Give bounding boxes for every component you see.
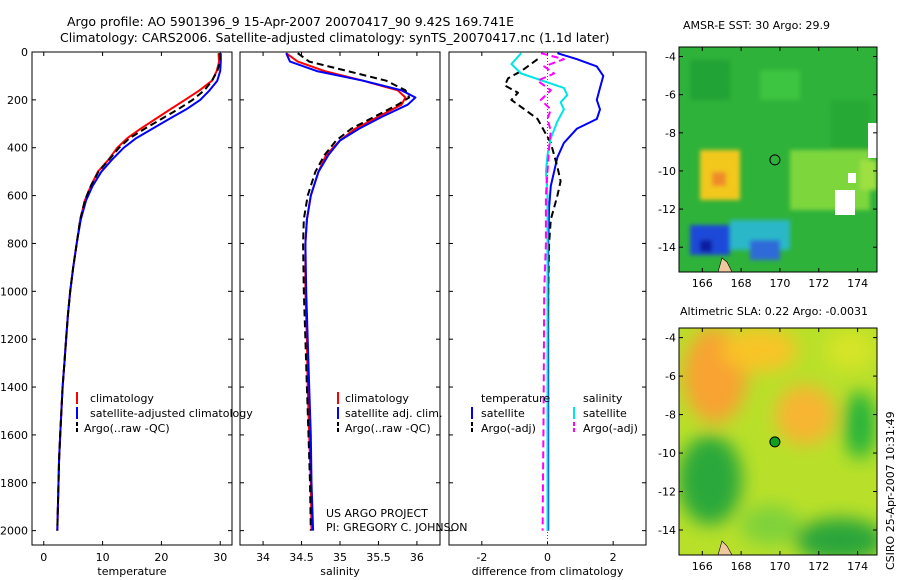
x-tick-label: 34.5 (289, 551, 314, 564)
series-line-salinity-argo-adj- (536, 52, 565, 531)
header-line-2: Climatology: CARS2006. Satellite-adjuste… (60, 30, 610, 45)
temperature-panel: 0 10 20 30 0 200 400 600 800 1000 1200 1400 1600 1800… (0, 46, 232, 578)
x-tick-label: 35.5 (366, 551, 391, 564)
sla-map-axes (678, 327, 878, 556)
x-tick-label: 170 (769, 277, 790, 290)
series-line-argo-raw-qc- (56, 53, 222, 531)
sst-argo-position-marker (769, 154, 781, 166)
y-tick-label: -4 (665, 51, 676, 64)
legend-salinity-title: salinity (583, 392, 623, 405)
sla-argo-position-marker (769, 436, 781, 448)
timestamp-label: CSIRO 25-Apr-2007 10:31:49 (884, 411, 897, 570)
x-tick-label: 174 (847, 560, 868, 573)
series-line-satellite-adjusted-climatology (56, 53, 222, 531)
y-tick-label: 2000 (0, 525, 28, 538)
x-tick-label: -2 (476, 551, 487, 564)
y-tick-label: 400 (7, 142, 28, 155)
sla-map-title: Altimetric SLA: 0.22 Argo: -0.0031 (680, 305, 868, 318)
y-tick-label: 600 (7, 190, 28, 203)
series-line-argo-raw-qc- (297, 52, 411, 531)
legend-sal-satellite-label: satellite (583, 407, 627, 420)
y-tick-label: -12 (658, 486, 676, 499)
x-axis-label: difference from climatology (472, 565, 624, 578)
x-tick-label: 10 (96, 551, 110, 564)
sst-map-axes (678, 46, 878, 273)
x-tick-label: 172 (808, 277, 829, 290)
y-tick-label: -6 (665, 370, 676, 383)
y-tick-label: 0 (21, 46, 28, 59)
y-tick-label: -8 (665, 409, 676, 422)
y-tick-label: -14 (658, 241, 676, 254)
y-tick-label: -4 (665, 332, 676, 345)
x-tick-label: 166 (692, 277, 713, 290)
salinity-axes (239, 51, 441, 546)
x-tick-label: 20 (154, 551, 168, 564)
sst-map-title: AMSR-E SST: 30 Argo: 29.9 (683, 19, 830, 32)
y-tick-label: -14 (658, 524, 676, 537)
legend-climatology-label: climatology (345, 392, 409, 405)
temperature-axes (31, 51, 233, 546)
x-tick-label: 36 (410, 551, 424, 564)
legend-satellite-label: satellite adj. clim. (345, 407, 442, 420)
x-tick-label: 35 (333, 551, 347, 564)
y-tick-label: -10 (658, 165, 676, 178)
y-tick-label: 1600 (0, 429, 28, 442)
x-tick-label: 0 (40, 551, 47, 564)
legend-argo-label: Argo(..raw -QC) (345, 422, 431, 435)
salinity-legend: climatology satellite adj. clim. Argo(..… (337, 392, 442, 435)
y-tick-label: -6 (665, 89, 676, 102)
y-tick-label: 1200 (0, 333, 28, 346)
legend-temperature-title: temperature (481, 392, 550, 405)
pi-label: PI: GREGORY C. JOHNSON (326, 521, 467, 534)
salinity-panel: 34 34.5 35 35.5 36 salinity (240, 51, 440, 578)
x-tick-label: 34 (256, 551, 270, 564)
series-line-temperature-argo-adj- (503, 58, 562, 531)
sst-map-panel: AMSR-E SST: 30 Argo: 29.9 166 168 1 (658, 19, 878, 290)
series-line-salinity-satellite (510, 52, 569, 531)
y-tick-label: 1400 (0, 381, 28, 394)
legend-temp-argo-label: Argo(-adj) (481, 422, 536, 435)
sla-map-panel: Altimetric SLA: 0.22 Argo: -0.0031 166 16… (658, 305, 878, 573)
legend-temp-satellite-label: satellite (481, 407, 525, 420)
difference-legend: temperature salinity satellite Argo(-adj… (471, 392, 638, 435)
legend-climatology-label: climatology (90, 392, 154, 405)
x-tick-label: 166 (692, 560, 713, 573)
y-tick-label: -8 (665, 127, 676, 140)
temperature-legend: climatology satellite-adjusted climatolo… (76, 392, 253, 435)
legend-argo-label: Argo(..raw -QC) (84, 422, 170, 435)
y-tick-label: 1000 (0, 285, 28, 298)
series-line-climatology (56, 53, 221, 531)
series-line-satellite-adj-clim- (285, 52, 417, 531)
x-tick-label: 168 (731, 277, 752, 290)
x-tick-label: 30 (213, 551, 227, 564)
sst-map-field (679, 47, 877, 272)
y-tick-label: 200 (7, 94, 28, 107)
legend-satellite-label: satellite-adjusted climatology (90, 407, 253, 420)
legend-sal-argo-label: Argo(-adj) (583, 422, 638, 435)
x-tick-label: 0 (544, 551, 551, 564)
x-tick-label: 174 (847, 277, 868, 290)
x-tick-label: 170 (769, 560, 790, 573)
project-label: US ARGO PROJECT (326, 507, 428, 520)
sla-map-field (679, 328, 877, 555)
x-tick-label: 172 (808, 560, 829, 573)
y-tick-label: 800 (7, 237, 28, 250)
y-tick-label: -10 (658, 447, 676, 460)
y-tick-label: -12 (658, 203, 676, 216)
x-axis-label: salinity (320, 565, 360, 578)
y-tick-label: 1800 (0, 477, 28, 490)
x-tick-label: 168 (731, 560, 752, 573)
header-line-1: Argo profile: AO 5901396_9 15-Apr-2007 2… (67, 14, 514, 29)
x-axis-label: temperature (97, 565, 166, 578)
x-tick-label: 2 (610, 551, 617, 564)
